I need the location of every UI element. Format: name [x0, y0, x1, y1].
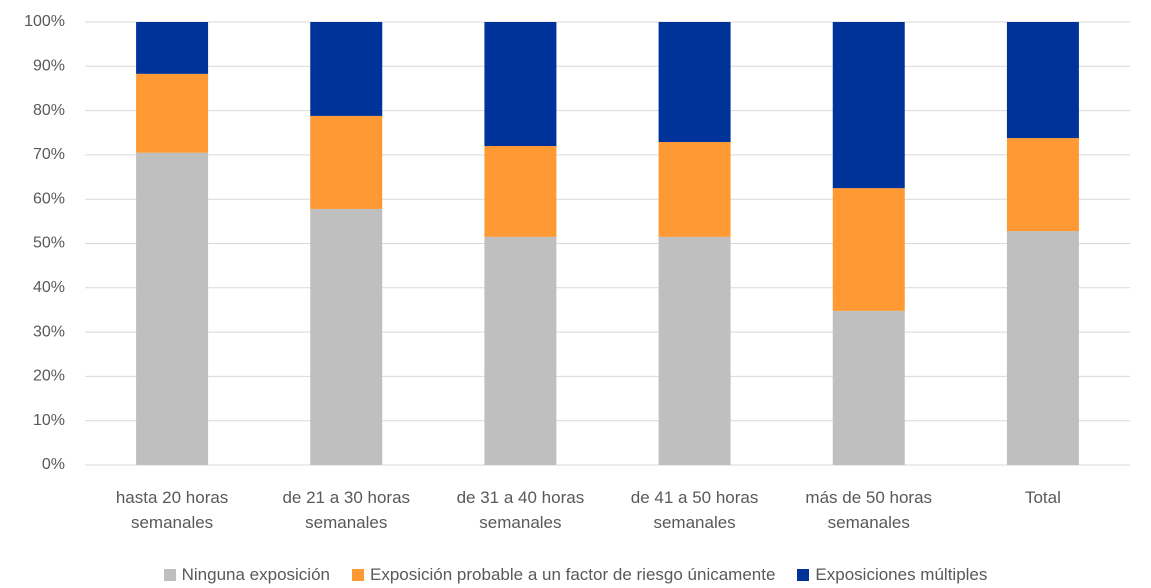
legend-label: Exposición probable a un factor de riesg…	[370, 565, 776, 584]
legend-item: Ninguna exposición	[163, 565, 330, 585]
y-tick-label: 70%	[33, 146, 65, 163]
bar-segment	[658, 236, 731, 465]
y-tick-label: 20%	[33, 368, 65, 385]
bar-segment	[136, 22, 209, 74]
bar-segment	[658, 142, 731, 237]
legend-label: Ninguna exposición	[181, 565, 330, 584]
bar-segment	[658, 22, 731, 143]
legend-item: Exposición probable a un factor de riesg…	[352, 565, 775, 585]
legend: Ninguna exposición Exposición probable a …	[0, 565, 1151, 585]
bar-segment	[310, 208, 383, 466]
legend-label: Exposiciones múltiples	[815, 565, 988, 584]
legend-item: Exposiciones múltiples	[797, 565, 987, 585]
bar-segment	[136, 73, 209, 153]
bar-segment	[310, 115, 383, 209]
bar-segment	[484, 236, 557, 465]
y-tick-label: 40%	[33, 279, 65, 296]
bar-segment	[310, 22, 383, 116]
x-tick-label: de 31 a 40 horas semanales	[456, 488, 585, 532]
bar-segment	[1006, 22, 1079, 139]
x-tick-label: de 21 a 30 horas semanales	[282, 488, 411, 532]
y-tick-label: 10%	[33, 412, 65, 429]
legend-swatch	[163, 569, 176, 581]
legend-swatch	[352, 569, 364, 581]
bar-segment	[832, 310, 905, 465]
bar-segment	[484, 22, 557, 147]
y-tick-label: 30%	[33, 323, 65, 340]
y-tick-label: 90%	[33, 58, 65, 75]
x-tick-label: hasta 20 horas semanales	[115, 488, 229, 532]
y-tick-label: 0%	[42, 456, 65, 473]
bar-segment	[136, 152, 209, 465]
y-tick-label: 60%	[33, 190, 65, 207]
y-tick-label: 80%	[33, 102, 65, 119]
x-tick-label: Total	[1024, 488, 1061, 507]
bar-segment	[832, 22, 905, 189]
x-tick-label: más de 50 horas semanales	[805, 488, 933, 532]
legend-swatch	[797, 569, 810, 581]
y-tick-label: 100%	[24, 13, 65, 30]
bar-segment	[1006, 138, 1079, 232]
bar-segment	[1006, 231, 1079, 465]
x-tick-label: de 41 a 50 horas semanales	[630, 488, 759, 532]
plot: 0% 10% 20% 30% 40% 50% 60% 70% 80% 90% 100%	[24, 13, 1130, 473]
y-tick-label: 50%	[33, 235, 65, 252]
bar-segment	[832, 188, 905, 311]
bar-segment	[484, 146, 557, 237]
